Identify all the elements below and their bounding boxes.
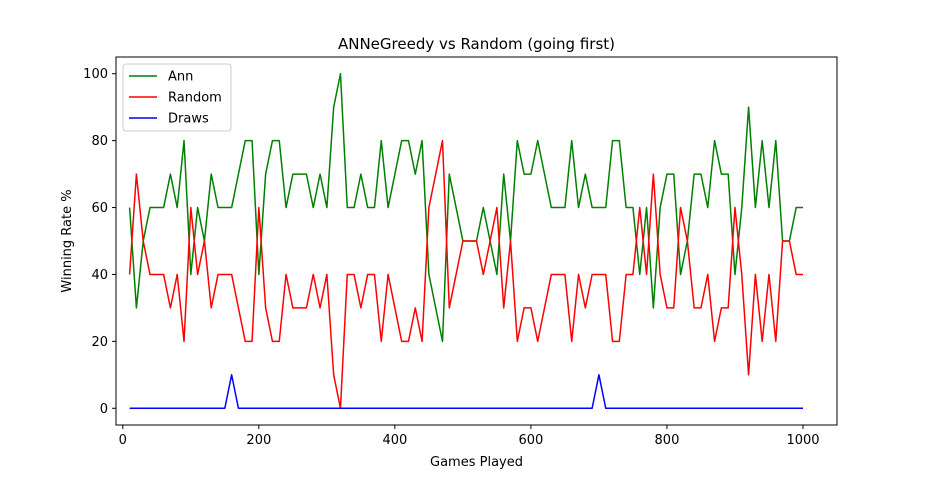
y-tick-label: 0 xyxy=(100,402,108,417)
y-tick-label: 20 xyxy=(91,335,108,350)
x-tick-label: 1000 xyxy=(786,433,819,448)
y-tick-label: 60 xyxy=(91,201,108,216)
x-axis-ticks: 0 200 400 600 800 1000 xyxy=(119,425,820,448)
legend-box xyxy=(122,63,232,132)
y-tick-label: 100 xyxy=(83,67,108,82)
y-tick-label: 40 xyxy=(91,268,108,283)
y-axis-label: Winning Rate % xyxy=(60,189,75,292)
y-axis-ticks: 0 20 40 60 80 100 xyxy=(83,67,116,417)
x-axis-label: Games Played xyxy=(430,455,523,470)
series-line-random xyxy=(128,139,803,410)
y-tick-label: 80 xyxy=(91,134,108,149)
legend-label-ann: Ann xyxy=(168,70,193,85)
chart-title: ANNeGreedy vs Random (going first) xyxy=(338,35,615,53)
legend-label-draws: Draws xyxy=(168,112,209,127)
x-tick-label: 200 xyxy=(246,433,271,448)
legend: Ann Random Draws xyxy=(122,63,232,132)
plot-frame xyxy=(115,56,838,426)
x-tick-label: 600 xyxy=(519,433,544,448)
x-tick-label: 800 xyxy=(655,433,680,448)
legend-label-random: Random xyxy=(168,91,222,106)
x-tick-label: 400 xyxy=(382,433,407,448)
series-layer xyxy=(128,72,803,410)
series-line-draws xyxy=(129,374,803,410)
x-tick-label: 0 xyxy=(119,433,127,448)
